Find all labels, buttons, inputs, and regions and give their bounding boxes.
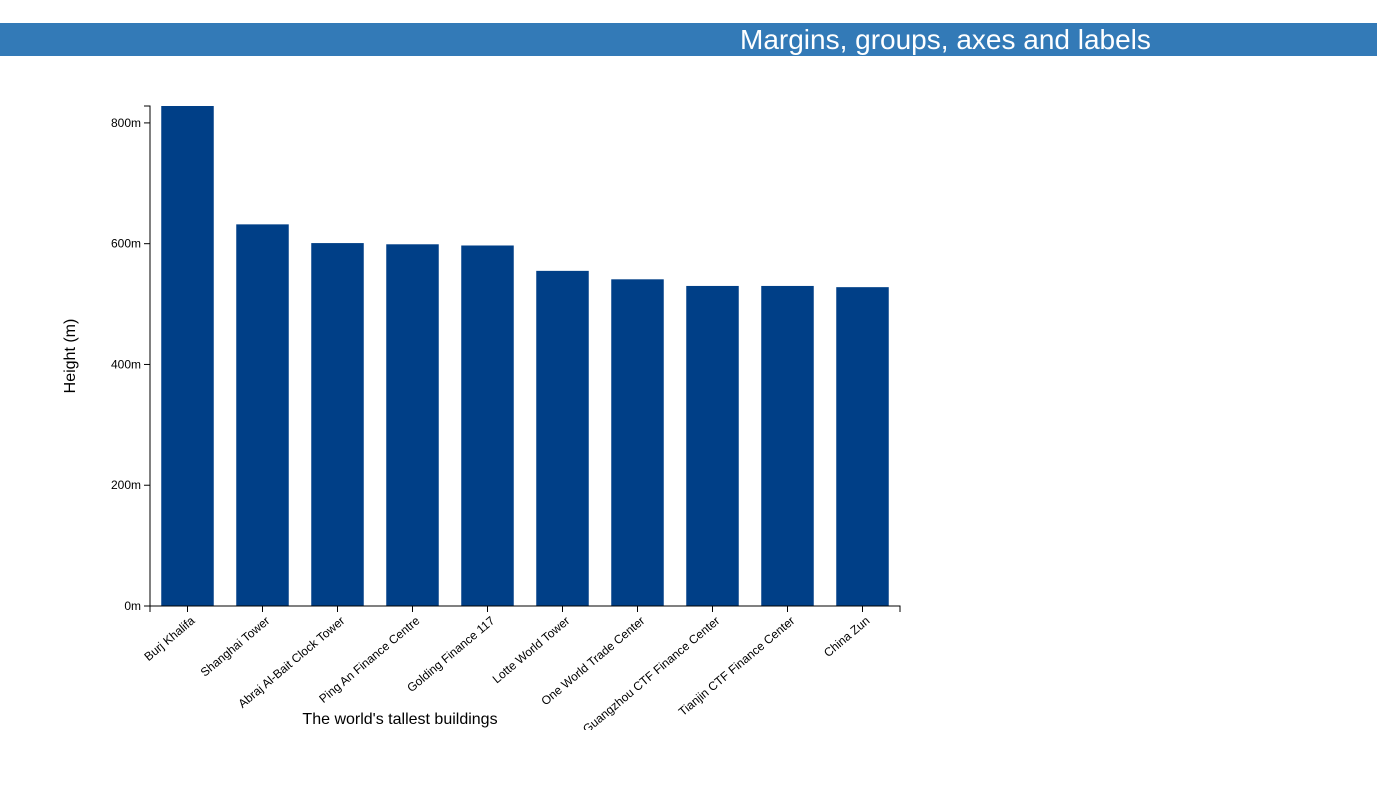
x-tick-label: Burj Khalifa	[141, 613, 197, 663]
y-tick-label: 0m	[124, 599, 141, 613]
header-bar	[0, 23, 1377, 56]
bars-group	[161, 106, 889, 607]
y-tick-label: 600m	[111, 237, 141, 251]
x-tick-label: Lotte World Tower	[490, 614, 573, 687]
bar	[686, 285, 739, 606]
bar	[311, 243, 364, 606]
x-tick-label: China Zun	[821, 614, 872, 660]
bar	[761, 285, 814, 606]
x-tick-label: Guangzhou CTF Finance Center	[580, 614, 722, 737]
y-axis-line	[144, 105, 151, 607]
y-tick-label: 400m	[111, 357, 141, 371]
y-axis-title: Height (m)	[62, 319, 79, 394]
bar	[461, 245, 514, 607]
x-axis-line	[149, 605, 901, 612]
x-axis-title: The world's tallest buildings	[302, 711, 497, 728]
y-tick-label: 800m	[111, 116, 141, 130]
page-title: Margins, groups, axes and labels	[740, 24, 1151, 55]
y-axis: 0m 200m 400m 600m 800m	[111, 105, 151, 613]
bar	[836, 287, 889, 606]
bar	[386, 244, 439, 607]
bar	[536, 270, 589, 606]
bar	[161, 106, 214, 606]
bar	[236, 224, 289, 607]
x-tick-label: Shanghai Tower	[198, 614, 273, 680]
y-tick-label: 200m	[111, 478, 141, 492]
bar	[611, 279, 664, 606]
